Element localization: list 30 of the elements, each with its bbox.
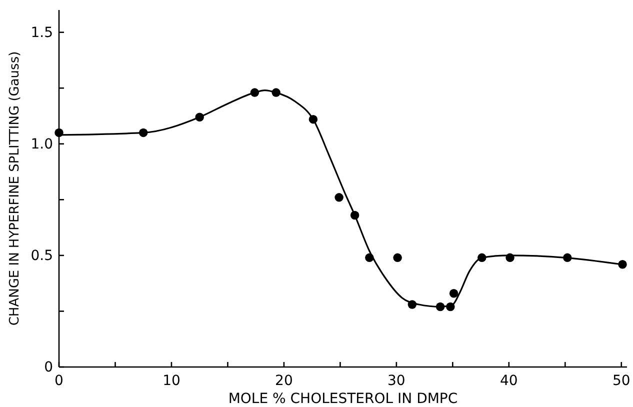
- y-tick-label: 1.5: [30, 24, 53, 41]
- y-tick-label: 0: [44, 359, 53, 376]
- point: [195, 112, 204, 122]
- point: [350, 210, 360, 220]
- point: [54, 128, 64, 138]
- point: [250, 88, 260, 97]
- point: [334, 193, 344, 202]
- point: [308, 114, 318, 124]
- x-tick-label: 10: [162, 372, 180, 389]
- y-tick-label: 1.0: [30, 136, 53, 152]
- y-tick-label: 0.5: [30, 248, 53, 264]
- point: [563, 253, 572, 262]
- point: [436, 302, 445, 312]
- point: [272, 88, 280, 97]
- x-axis-title: MOLE % CHOLESTEROL IN DMPC: [228, 391, 458, 407]
- point: [365, 253, 374, 262]
- y-axis-title: CHANGE IN HYPERFINE SPLITTING (Gauss): [8, 51, 23, 326]
- point: [138, 128, 148, 138]
- x-tick-label: 50: [612, 372, 630, 389]
- point: [446, 302, 455, 312]
- x-tick-label: 20: [275, 372, 293, 389]
- point: [618, 260, 627, 269]
- point: [478, 253, 486, 262]
- point: [506, 253, 514, 262]
- point: [408, 300, 417, 309]
- point: [449, 289, 458, 298]
- x-tick-label: 40: [500, 372, 518, 389]
- point: [393, 253, 402, 262]
- x-tick-label: 30: [388, 372, 406, 389]
- x-tick-label: 0: [54, 372, 64, 389]
